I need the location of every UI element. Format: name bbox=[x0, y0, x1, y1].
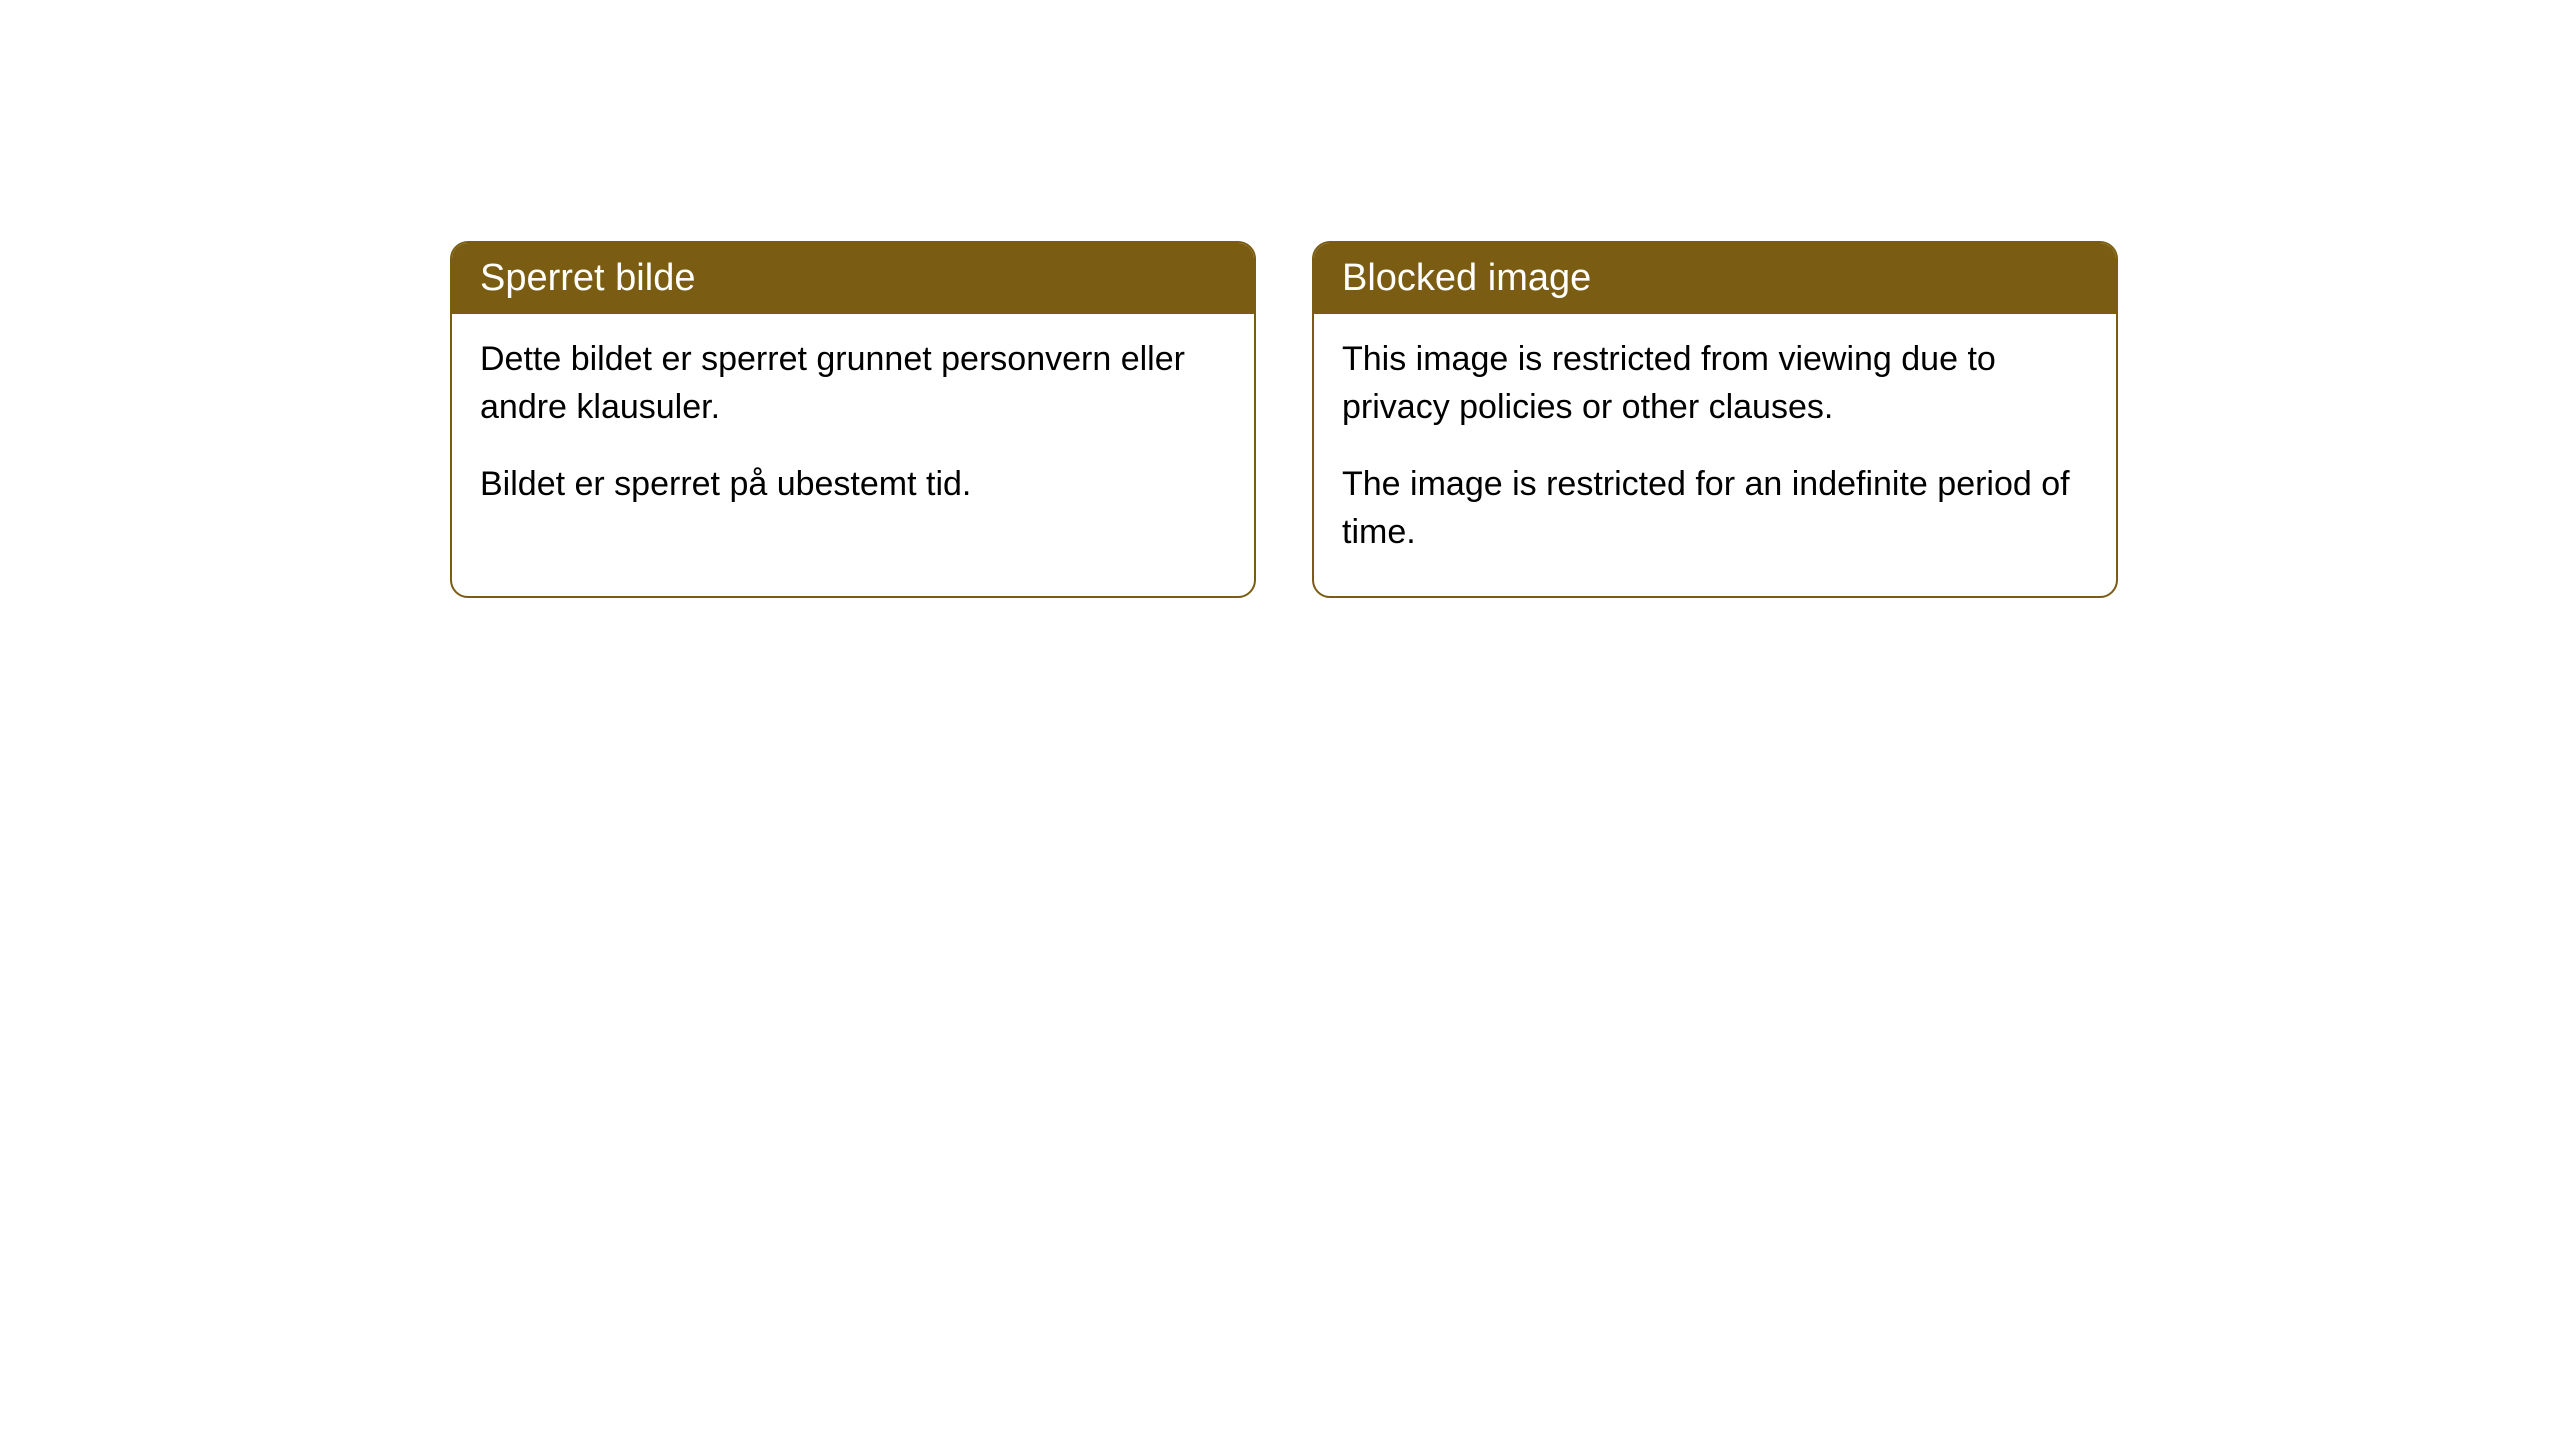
card-header: Blocked image bbox=[1314, 243, 2116, 314]
card-title: Sperret bilde bbox=[480, 257, 695, 299]
card-paragraph: The image is restricted for an indefinit… bbox=[1342, 461, 2088, 556]
notice-cards-container: Sperret bilde Dette bildet er sperret gr… bbox=[450, 241, 2118, 598]
card-title: Blocked image bbox=[1342, 257, 1591, 299]
card-body: Dette bildet er sperret grunnet personve… bbox=[452, 314, 1254, 549]
card-paragraph: Bildet er sperret på ubestemt tid. bbox=[480, 461, 1226, 509]
blocked-image-card-en: Blocked image This image is restricted f… bbox=[1312, 241, 2118, 598]
card-paragraph: This image is restricted from viewing du… bbox=[1342, 336, 2088, 431]
card-body: This image is restricted from viewing du… bbox=[1314, 314, 2116, 596]
card-header: Sperret bilde bbox=[452, 243, 1254, 314]
blocked-image-card-no: Sperret bilde Dette bildet er sperret gr… bbox=[450, 241, 1256, 598]
card-paragraph: Dette bildet er sperret grunnet personve… bbox=[480, 336, 1226, 431]
